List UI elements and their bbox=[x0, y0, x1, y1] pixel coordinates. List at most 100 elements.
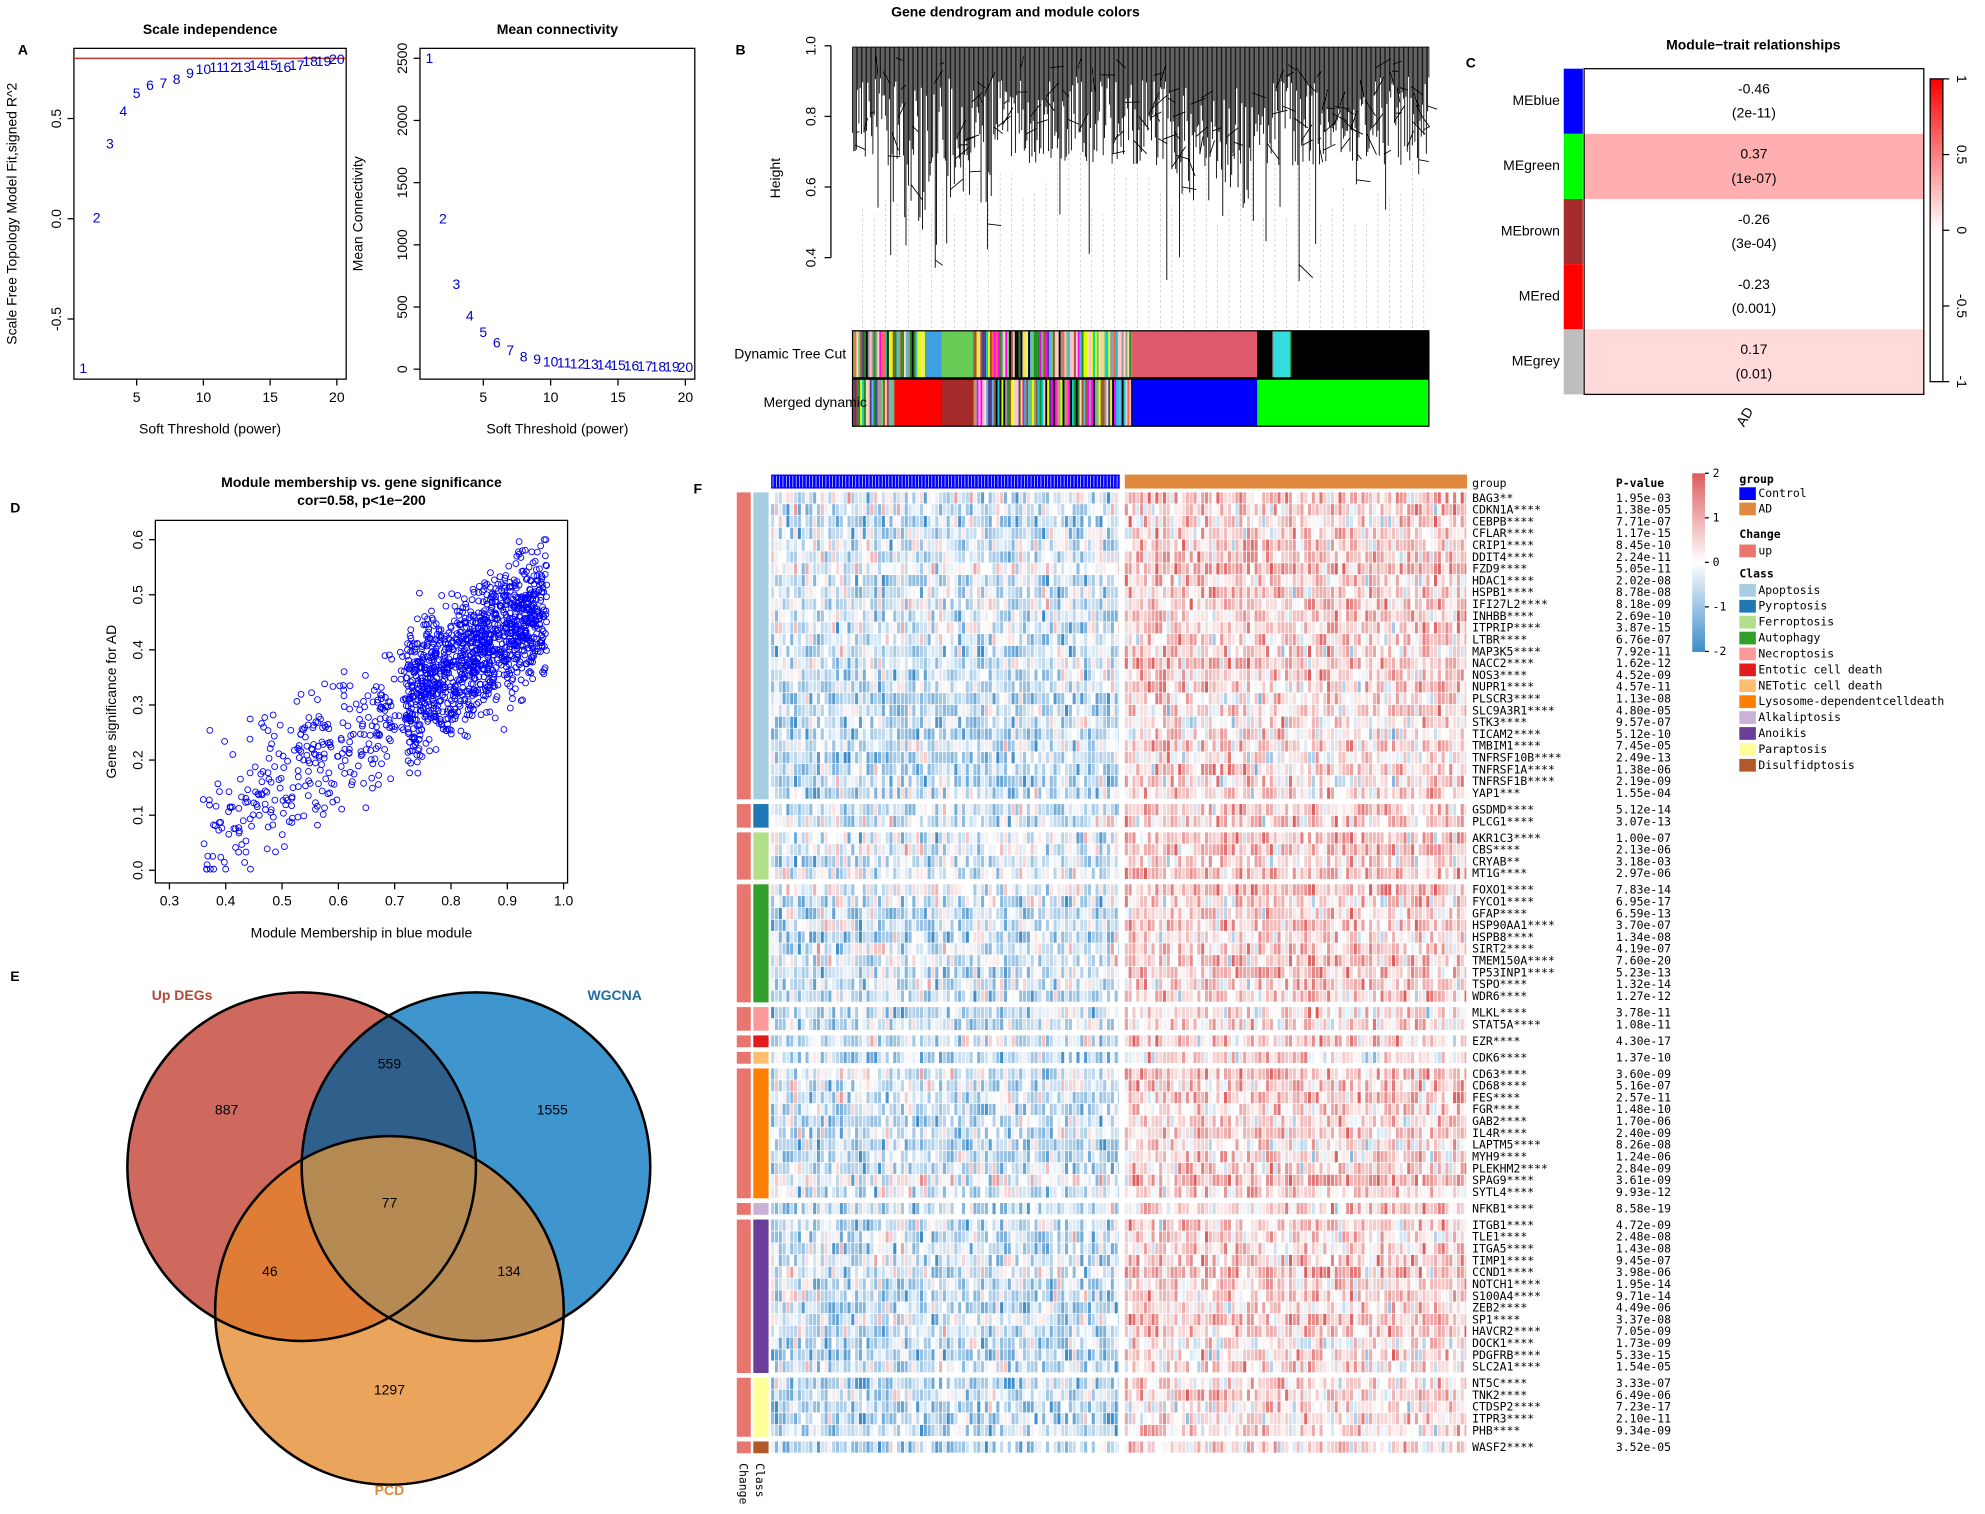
point bbox=[492, 696, 500, 704]
colorbar-step bbox=[1930, 351, 1943, 357]
heatmap-texture bbox=[1285, 492, 1289, 504]
heatmap-texture bbox=[874, 504, 878, 516]
heatmap-texture bbox=[1136, 492, 1140, 504]
heatmap-texture bbox=[1269, 575, 1273, 587]
heatmap-texture bbox=[973, 492, 977, 504]
module-stripe bbox=[869, 379, 872, 427]
point bbox=[295, 754, 303, 762]
heatmap-texture bbox=[1399, 563, 1403, 575]
merge bbox=[1111, 150, 1126, 155]
module-stripe bbox=[879, 379, 882, 427]
heatmap-texture bbox=[1369, 586, 1373, 598]
heatmap-texture bbox=[1334, 598, 1338, 610]
heatmap-texture bbox=[1159, 563, 1163, 575]
heatmap-texture bbox=[1095, 539, 1099, 551]
heatmap-texture bbox=[885, 527, 889, 539]
heatmap-texture bbox=[1143, 575, 1147, 587]
heatmap-texture bbox=[1162, 586, 1167, 598]
module-stripe bbox=[1083, 379, 1086, 427]
point-label: 19 bbox=[664, 359, 680, 375]
merge bbox=[1359, 79, 1365, 98]
heatmap-texture bbox=[954, 539, 958, 551]
point bbox=[475, 699, 482, 706]
heatmap-texture bbox=[1061, 598, 1065, 610]
heatmap-texture bbox=[774, 586, 778, 598]
heatmap-texture bbox=[1174, 527, 1178, 539]
merge bbox=[1323, 143, 1336, 151]
module-block bbox=[1291, 330, 1429, 378]
heatmap-texture bbox=[1460, 539, 1464, 551]
heatmap-texture bbox=[1140, 515, 1144, 528]
point bbox=[441, 693, 449, 701]
point bbox=[381, 714, 389, 722]
heatmap-texture bbox=[1258, 527, 1262, 539]
heatmap-texture bbox=[1323, 504, 1327, 516]
heatmap-texture bbox=[1076, 598, 1080, 610]
heatmap-texture bbox=[870, 515, 874, 528]
heatmap-texture bbox=[832, 610, 836, 622]
heatmap-texture bbox=[1118, 527, 1119, 539]
heatmap-texture bbox=[771, 586, 775, 598]
module-stripe bbox=[904, 330, 907, 378]
heatmap-texture bbox=[1395, 598, 1399, 610]
heatmap-texture bbox=[836, 527, 840, 539]
heatmap-texture bbox=[1460, 563, 1464, 575]
heatmap-texture bbox=[1091, 539, 1095, 551]
heatmap-texture bbox=[866, 610, 870, 622]
heatmap-texture bbox=[1273, 539, 1277, 551]
heatmap-texture bbox=[1114, 598, 1118, 610]
heatmap-texture bbox=[1380, 586, 1384, 598]
y-tick-label: 1500 bbox=[394, 167, 410, 198]
heatmap-texture bbox=[855, 551, 859, 563]
heatmap-texture bbox=[1162, 563, 1167, 575]
heatmap-texture bbox=[813, 575, 817, 587]
heatmap-texture bbox=[1426, 575, 1430, 587]
module-stripe bbox=[1001, 379, 1004, 427]
heatmap-texture bbox=[1319, 551, 1323, 563]
heatmap-texture bbox=[1147, 575, 1151, 587]
point bbox=[374, 742, 382, 750]
heatmap-texture bbox=[1384, 563, 1388, 575]
colorbar-label: 0.5 bbox=[1954, 145, 1970, 165]
heatmap-texture bbox=[794, 610, 798, 622]
heatmap-texture bbox=[1269, 492, 1273, 504]
heatmap-texture bbox=[805, 610, 809, 622]
heatmap-texture bbox=[1201, 563, 1205, 575]
module-stripe bbox=[913, 330, 916, 378]
heatmap-texture bbox=[969, 492, 973, 504]
module-stripe bbox=[1045, 379, 1048, 427]
heatmap-texture bbox=[855, 539, 859, 551]
heatmap-texture bbox=[1239, 551, 1243, 563]
point bbox=[270, 732, 278, 740]
heatmap-texture bbox=[1395, 551, 1399, 563]
heatmap-texture bbox=[939, 563, 943, 575]
heatmap-texture bbox=[1114, 515, 1118, 528]
heatmap-texture bbox=[981, 551, 985, 563]
module-stripe bbox=[1129, 379, 1132, 427]
heatmap-texture bbox=[1185, 539, 1189, 551]
heatmap-texture bbox=[1250, 586, 1254, 598]
merge bbox=[1199, 136, 1204, 154]
heatmap-texture bbox=[1311, 515, 1315, 528]
merge bbox=[1410, 85, 1423, 96]
heatmap-texture bbox=[996, 551, 1000, 563]
heatmap-texture bbox=[1403, 492, 1407, 504]
heatmap-texture bbox=[1445, 563, 1449, 575]
heatmap-texture bbox=[1201, 551, 1205, 563]
heatmap-texture bbox=[1068, 551, 1072, 563]
heatmap-texture bbox=[1456, 527, 1460, 539]
point-label: 4 bbox=[119, 103, 127, 119]
heatmap-texture bbox=[1042, 539, 1046, 551]
heatmap-texture bbox=[1231, 563, 1235, 575]
heatmap-texture bbox=[1197, 586, 1201, 598]
heatmap-texture bbox=[923, 527, 927, 539]
point bbox=[477, 616, 485, 624]
heatmap-texture bbox=[1007, 527, 1011, 539]
heatmap-texture bbox=[1449, 515, 1453, 528]
point bbox=[457, 727, 465, 735]
heatmap-texture bbox=[1441, 575, 1445, 587]
heatmap-texture bbox=[843, 492, 847, 504]
heatmap-texture bbox=[1084, 527, 1088, 539]
heatmap-texture bbox=[1418, 575, 1422, 587]
heatmap-texture bbox=[824, 575, 828, 587]
